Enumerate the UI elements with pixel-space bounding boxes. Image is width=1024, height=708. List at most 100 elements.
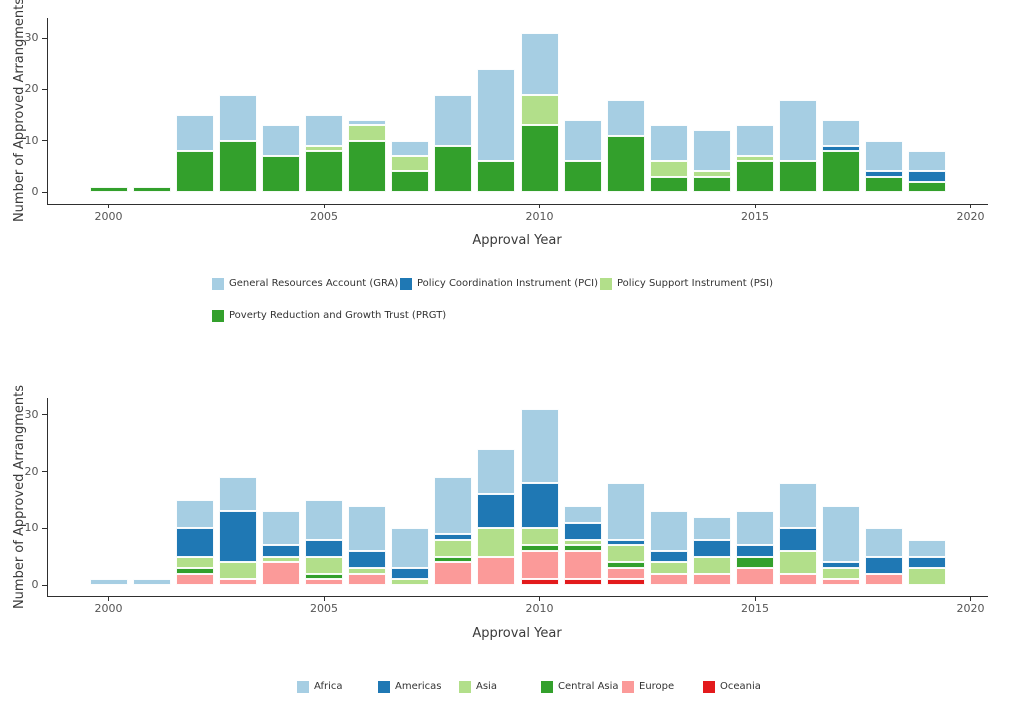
bar-segment bbox=[865, 528, 904, 557]
bar-segment bbox=[348, 567, 387, 574]
bar-segment bbox=[865, 171, 904, 177]
bar-segment bbox=[434, 556, 473, 563]
bar-segment bbox=[736, 556, 774, 568]
bar-segment bbox=[692, 539, 731, 557]
x-tick-mark bbox=[323, 203, 325, 208]
y-tick-label: 20 bbox=[24, 82, 39, 96]
x-tick-label: 2000 bbox=[94, 602, 123, 615]
legend-swatch bbox=[541, 681, 553, 693]
bar-segment bbox=[822, 150, 861, 192]
legend-label: Policy Coordination Instrument (PCI) bbox=[417, 278, 598, 289]
legend-label: Asia bbox=[476, 681, 497, 692]
legend-swatch bbox=[459, 681, 471, 693]
x-tick-mark bbox=[323, 596, 325, 601]
x-tick-mark bbox=[108, 596, 109, 601]
bar-segment bbox=[606, 562, 645, 568]
bar-segment bbox=[908, 556, 947, 568]
x-axis-title: Approval Year bbox=[472, 233, 562, 248]
bar-segment bbox=[779, 161, 818, 192]
legend-label: Policy Support Instrument (PSI) bbox=[617, 278, 773, 289]
bar-segment bbox=[305, 539, 343, 557]
bar-segment bbox=[520, 125, 559, 192]
legend-label: Africa bbox=[314, 681, 343, 692]
bar-segment bbox=[908, 150, 947, 172]
bar-segment bbox=[520, 32, 559, 95]
bar-segment bbox=[908, 539, 947, 557]
y-tick-label: 10 bbox=[24, 133, 39, 147]
bar-segment bbox=[477, 528, 516, 557]
bar-segment bbox=[563, 120, 602, 162]
bar-segment bbox=[305, 145, 343, 151]
bar-segment bbox=[736, 125, 774, 157]
bar-segment bbox=[132, 186, 171, 192]
bar-segment bbox=[563, 550, 602, 580]
bar-segment bbox=[261, 556, 300, 563]
bar-segment bbox=[649, 550, 688, 563]
x-tick-label: 2020 bbox=[956, 210, 985, 223]
bar-segment bbox=[477, 494, 516, 529]
bar-segment bbox=[305, 556, 343, 574]
bar-segment bbox=[822, 562, 861, 568]
bar-segment bbox=[779, 99, 818, 162]
y-tick-mark bbox=[42, 471, 47, 473]
bar-segment bbox=[434, 562, 473, 585]
x-tick-label: 2020 bbox=[956, 602, 985, 615]
y-tick-label: 0 bbox=[31, 185, 39, 198]
bar-segment bbox=[520, 94, 559, 126]
bar-segment bbox=[649, 573, 688, 585]
bar-segment bbox=[477, 448, 516, 495]
bar-segment bbox=[175, 499, 214, 529]
y-tick-mark bbox=[42, 37, 47, 39]
bar-segment bbox=[520, 545, 559, 551]
bar-segment bbox=[305, 499, 343, 540]
bar-segment bbox=[218, 562, 257, 580]
x-tick-label: 2010 bbox=[525, 602, 554, 615]
bar-segment bbox=[175, 150, 214, 192]
bar-segment bbox=[305, 115, 343, 146]
bar-segment bbox=[218, 579, 257, 585]
bar-segment bbox=[477, 68, 516, 162]
x-tick-label: 2015 bbox=[741, 602, 769, 615]
bar-segment bbox=[305, 150, 343, 192]
legend-label: Europe bbox=[639, 681, 675, 692]
bar-segment bbox=[261, 511, 300, 546]
x-axis-line bbox=[46, 203, 988, 205]
x-tick-label: 2005 bbox=[310, 210, 338, 223]
bar-segment bbox=[865, 140, 904, 172]
x-tick-mark bbox=[539, 203, 540, 208]
legend-swatch bbox=[212, 278, 224, 290]
bar-segment bbox=[822, 567, 861, 580]
bar-segment bbox=[908, 181, 947, 192]
bar-segment bbox=[218, 140, 257, 192]
x-axis-title: Approval Year bbox=[472, 626, 562, 641]
bar-segment bbox=[520, 528, 559, 546]
bar-segment bbox=[563, 545, 602, 551]
x-tick-label: 2005 bbox=[310, 602, 338, 615]
bar-segment bbox=[261, 156, 300, 192]
bar-segment bbox=[218, 94, 257, 141]
bar-segment bbox=[736, 161, 774, 192]
bar-segment bbox=[649, 125, 688, 162]
bar-segment bbox=[736, 156, 774, 162]
bar-segment bbox=[865, 573, 904, 585]
y-tick-label: 20 bbox=[24, 464, 39, 478]
legend-label: General Resources Account (GRA) bbox=[229, 278, 399, 289]
bar-segment bbox=[348, 125, 387, 141]
bar-segment bbox=[779, 528, 818, 551]
x-axis-line bbox=[46, 596, 988, 597]
bar-segment bbox=[175, 115, 214, 151]
bar-segment bbox=[779, 482, 818, 529]
bar-segment bbox=[736, 511, 774, 546]
bar-segment bbox=[391, 171, 430, 192]
legend-swatch bbox=[703, 681, 715, 693]
bar-segment bbox=[692, 171, 731, 177]
bar-segment bbox=[692, 516, 731, 540]
bar-segment bbox=[692, 130, 731, 172]
bar-segment bbox=[649, 161, 688, 177]
bar-segment bbox=[218, 477, 257, 512]
bar-segment bbox=[606, 539, 645, 546]
